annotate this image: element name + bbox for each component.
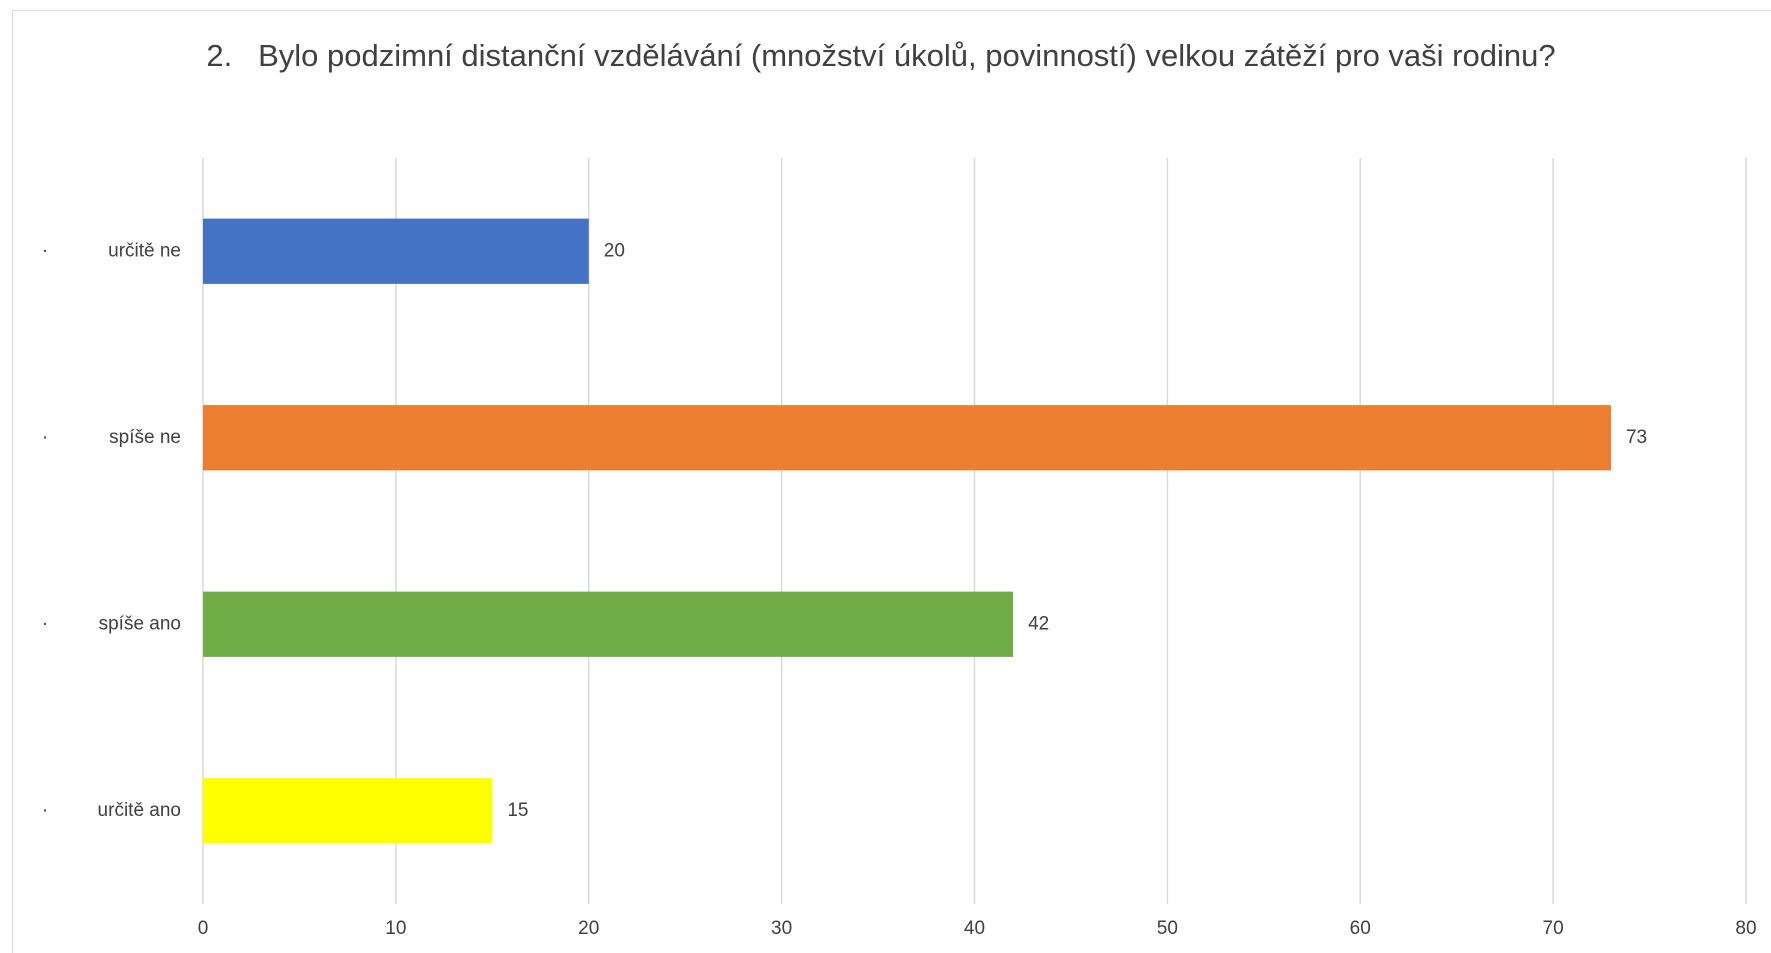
bar: [203, 778, 493, 844]
chart-frame: [12, 10, 1771, 953]
value-label: 73: [1626, 427, 1647, 448]
bar: [203, 218, 589, 284]
value-label: 42: [1028, 613, 1049, 634]
bar: [203, 405, 1611, 471]
category-marker: ·: [42, 800, 48, 821]
x-tick-label: 50: [1157, 918, 1178, 939]
y-tick-label: určitě ano: [98, 800, 181, 821]
y-tick-label: spíše ano: [99, 613, 181, 634]
x-tick-label: 30: [771, 918, 792, 939]
bar: [203, 591, 1014, 657]
y-tick-label: určitě ne: [108, 240, 181, 261]
value-label: 15: [507, 800, 528, 821]
x-tick-label: 60: [1350, 918, 1371, 939]
x-tick-label: 80: [1735, 918, 1756, 939]
category-marker: ·: [42, 240, 48, 261]
y-tick-label: spíše ne: [109, 427, 181, 448]
x-tick-label: 20: [578, 918, 599, 939]
value-label: 20: [604, 240, 625, 261]
category-marker: ·: [42, 427, 48, 448]
category-marker: ·: [42, 613, 48, 634]
x-tick-label: 10: [385, 918, 406, 939]
x-tick-label: 40: [964, 918, 985, 939]
x-tick-label: 70: [1543, 918, 1564, 939]
x-tick-label: 0: [198, 918, 209, 939]
chart-title: 2. Bylo podzimní distanční vzdělávání (m…: [206, 38, 1556, 73]
